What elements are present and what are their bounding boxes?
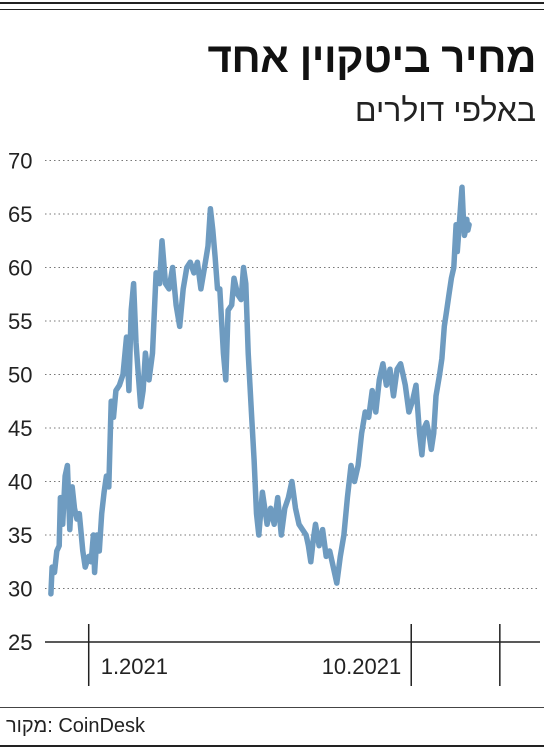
y-tick-label: 60 (8, 256, 32, 281)
y-tick-label: 35 (8, 523, 32, 548)
top-rule (0, 2, 544, 4)
y-tick-label: 55 (8, 309, 32, 334)
chart-subtitle: באלפי דולרים (354, 92, 536, 128)
y-tick-label: 65 (8, 202, 32, 227)
gridlines (45, 160, 540, 643)
chart-title: מחיר ביטקוין אחד (207, 34, 536, 81)
source-note: מקור: CoinDesk (6, 715, 145, 738)
source-name: CoinDesk (58, 715, 146, 737)
top-rule-thin (0, 9, 544, 10)
y-tick-label: 30 (8, 577, 32, 602)
y-axis-ticks: 25 30 35 40 45 50 55 60 65 70 (8, 149, 32, 656)
y-tick-label: 70 (8, 149, 32, 174)
series-line (48, 184, 472, 597)
bottom-rule (0, 745, 544, 747)
x-tick-label: 10.2021 (322, 654, 402, 679)
y-tick-label: 45 (8, 416, 32, 441)
x-tick-label: 1.2021 (101, 654, 168, 679)
source-rule (0, 707, 544, 708)
line-chart: 25 30 35 40 45 50 55 60 65 70 1.2021 10.2021 (8, 149, 540, 686)
source-label: מקור: (6, 715, 53, 737)
x-axis: 1.2021 10.2021 (87, 624, 501, 686)
plot-area (48, 184, 472, 597)
y-tick-label: 50 (8, 363, 32, 388)
y-tick-label: 40 (8, 470, 32, 495)
y-tick-label: 25 (8, 630, 32, 655)
